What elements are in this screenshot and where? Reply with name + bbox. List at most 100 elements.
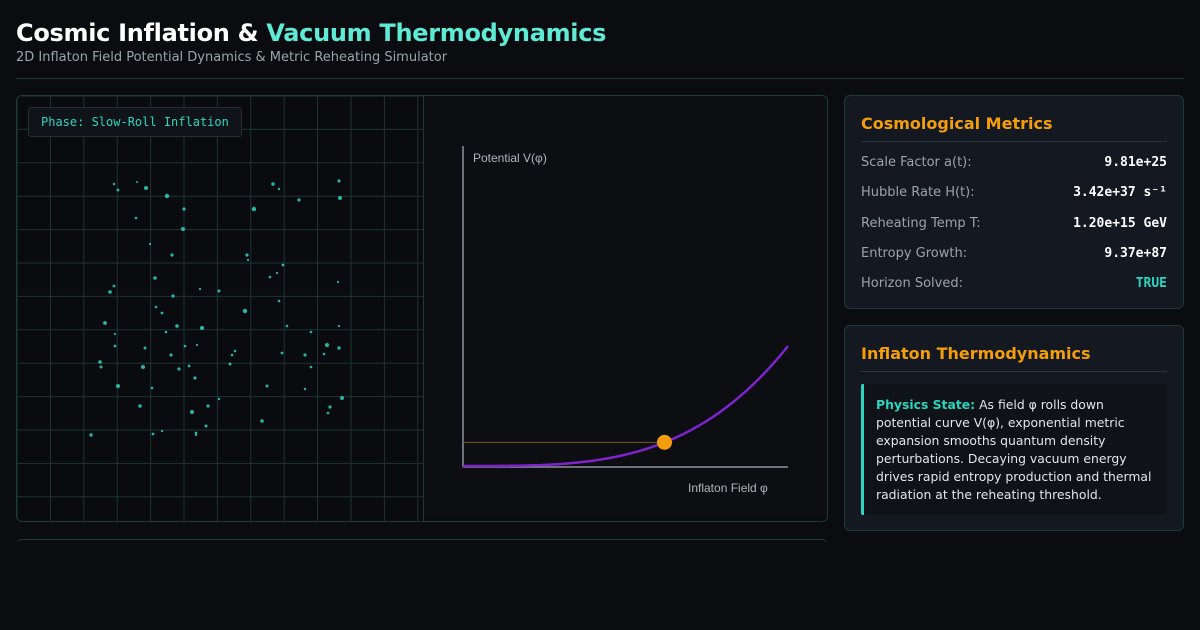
field-particle	[277, 299, 281, 303]
title-part-1: Cosmic Inflation &	[16, 19, 267, 47]
physics-state-box: Physics State: As field φ rolls down pot…	[861, 384, 1167, 515]
field-particle	[322, 352, 326, 356]
field-particle	[112, 182, 116, 186]
spacetime-grid	[17, 96, 423, 521]
field-particle	[182, 207, 186, 211]
view-divider	[423, 96, 424, 521]
inflaton-field-canvas[interactable]	[17, 96, 423, 521]
physics-state-text: As field φ rolls down potential curve V(…	[876, 397, 1152, 502]
field-particle	[326, 411, 330, 415]
field-particle	[303, 387, 307, 391]
field-particle	[99, 365, 103, 369]
field-particle	[113, 332, 117, 336]
field-particle	[336, 280, 340, 284]
field-particle	[190, 410, 194, 414]
field-particle	[206, 404, 210, 408]
field-particle	[164, 193, 170, 199]
y-axis-label: Potential V(φ)	[473, 151, 547, 165]
field-particle	[275, 271, 279, 275]
x-axis-label: Inflaton Field φ	[688, 481, 768, 495]
field-particle	[116, 188, 120, 192]
field-particle	[148, 242, 152, 246]
cosmological-metrics-card: Cosmological Metrics Scale Factor a(t): …	[844, 95, 1184, 309]
field-particle	[160, 429, 164, 433]
potential-plot: Potential V(φ) Inflaton Field φ	[424, 96, 827, 516]
field-particle	[136, 181, 138, 183]
metric-value: 3.42e+37 s⁻¹	[1073, 185, 1167, 200]
field-particle	[160, 311, 164, 315]
field-particle	[164, 330, 168, 334]
field-particle	[108, 290, 112, 294]
field-particle	[113, 344, 117, 348]
field-particle	[268, 275, 272, 279]
field-particle	[150, 386, 154, 390]
metric-label: Entropy Growth:	[861, 246, 968, 261]
field-particle	[177, 367, 181, 371]
field-particle	[309, 365, 313, 369]
field-particle	[143, 346, 147, 350]
field-particle	[337, 346, 341, 350]
field-particle	[228, 362, 232, 366]
field-particle	[151, 432, 155, 436]
metric-row-reheating-temp: Reheating Temp T: 1.20e+15 GeV	[861, 216, 1167, 236]
field-particle	[285, 324, 289, 328]
metric-row-horizon-solved: Horizon Solved: TRUE	[861, 276, 1167, 296]
field-particle	[297, 198, 301, 202]
field-particle	[245, 253, 249, 257]
metric-label: Horizon Solved:	[861, 276, 963, 291]
inflaton-thermodynamics-card: Inflaton Thermodynamics Physics State: A…	[844, 325, 1184, 531]
metrics-title: Cosmological Metrics	[861, 114, 1167, 142]
metric-value-status: TRUE	[1135, 276, 1167, 291]
field-particle	[277, 187, 281, 191]
field-particle	[170, 253, 174, 257]
field-particle	[198, 287, 202, 291]
metric-row-hubble-rate: Hubble Rate H(t): 3.42e+37 s⁻¹	[861, 185, 1167, 205]
field-particle	[199, 325, 205, 331]
field-particle	[169, 353, 173, 357]
field-particle	[89, 433, 93, 437]
field-particle	[260, 419, 264, 423]
metric-label: Scale Factor a(t):	[861, 155, 972, 170]
physics-state-label: Physics State:	[876, 397, 976, 412]
metric-row-scale-factor: Scale Factor a(t): 9.81e+25	[861, 155, 1167, 175]
simulation-panel: Phase: Slow-Roll Inflation Potential V(φ…	[16, 95, 828, 522]
field-particle	[193, 376, 197, 380]
field-particle	[194, 433, 198, 437]
page-title: Cosmic Inflation & Vacuum Thermodynamics	[16, 18, 1184, 48]
field-particle	[337, 324, 341, 328]
thermo-title: Inflaton Thermodynamics	[861, 344, 1167, 372]
metric-row-entropy-growth: Entropy Growth: 9.37e+87	[861, 246, 1167, 266]
field-particle	[281, 263, 285, 267]
field-particle	[183, 344, 187, 348]
title-part-2: Vacuum Thermodynamics	[266, 19, 607, 47]
field-particle	[144, 186, 148, 190]
field-particle	[112, 284, 116, 288]
field-particle	[134, 216, 138, 220]
field-particle	[309, 330, 313, 334]
field-particle	[303, 353, 307, 357]
field-particle	[98, 360, 102, 364]
phase-badge: Phase: Slow-Roll Inflation	[28, 107, 242, 137]
field-particle	[194, 431, 198, 435]
field-particle	[195, 343, 199, 347]
field-particle	[325, 343, 329, 347]
potential-curve	[463, 345, 789, 468]
page-header: Cosmic Inflation & Vacuum Thermodynamics…	[16, 18, 1184, 65]
metric-label: Reheating Temp T:	[861, 216, 981, 231]
field-particle	[328, 405, 332, 409]
field-particle	[138, 404, 142, 408]
field-particle	[187, 364, 191, 368]
field-particle	[141, 365, 145, 369]
metric-label: Hubble Rate H(t):	[861, 185, 975, 200]
metric-value: 9.37e+87	[1104, 246, 1167, 261]
inflaton-field-marker[interactable]	[657, 434, 672, 450]
field-particle	[153, 276, 157, 280]
field-particle	[230, 353, 234, 357]
field-particle	[233, 349, 237, 353]
field-particle	[340, 396, 344, 400]
field-particle	[175, 324, 179, 328]
field-particle	[242, 308, 248, 314]
page-subtitle: 2D Inflaton Field Potential Dynamics & M…	[16, 50, 448, 65]
field-particle	[181, 227, 185, 231]
field-particle	[217, 397, 221, 401]
